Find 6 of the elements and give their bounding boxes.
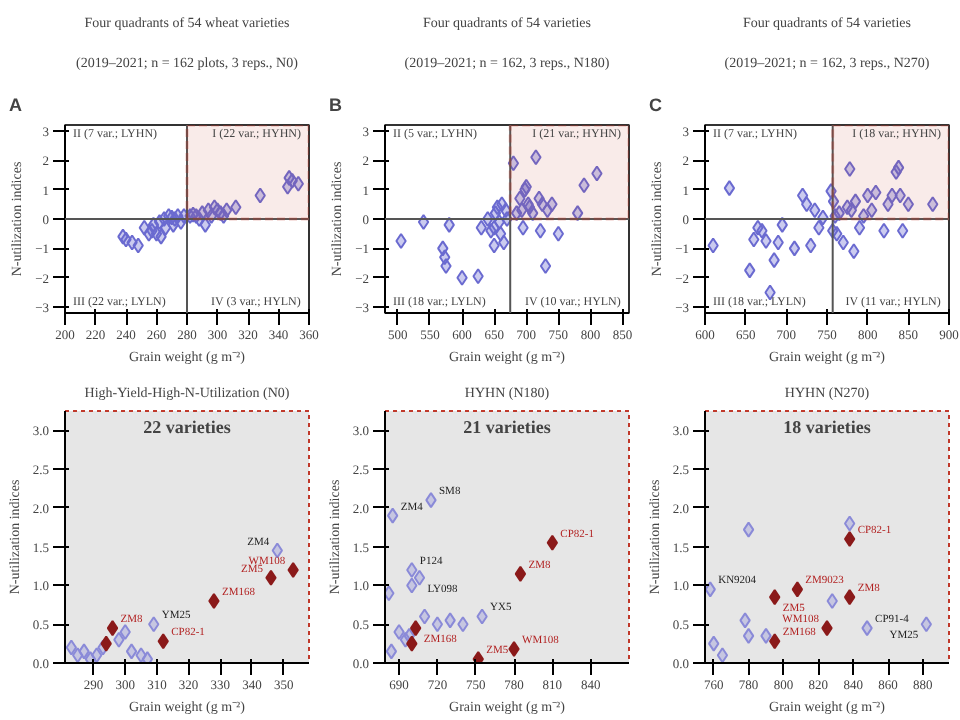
text: C [649, 95, 663, 115]
text: A [9, 95, 23, 115]
annotation: 22 varieties [143, 417, 232, 437]
annotation: 18 varieties [783, 417, 872, 437]
annotation: 21 varieties [463, 417, 552, 437]
text: B [329, 95, 343, 115]
